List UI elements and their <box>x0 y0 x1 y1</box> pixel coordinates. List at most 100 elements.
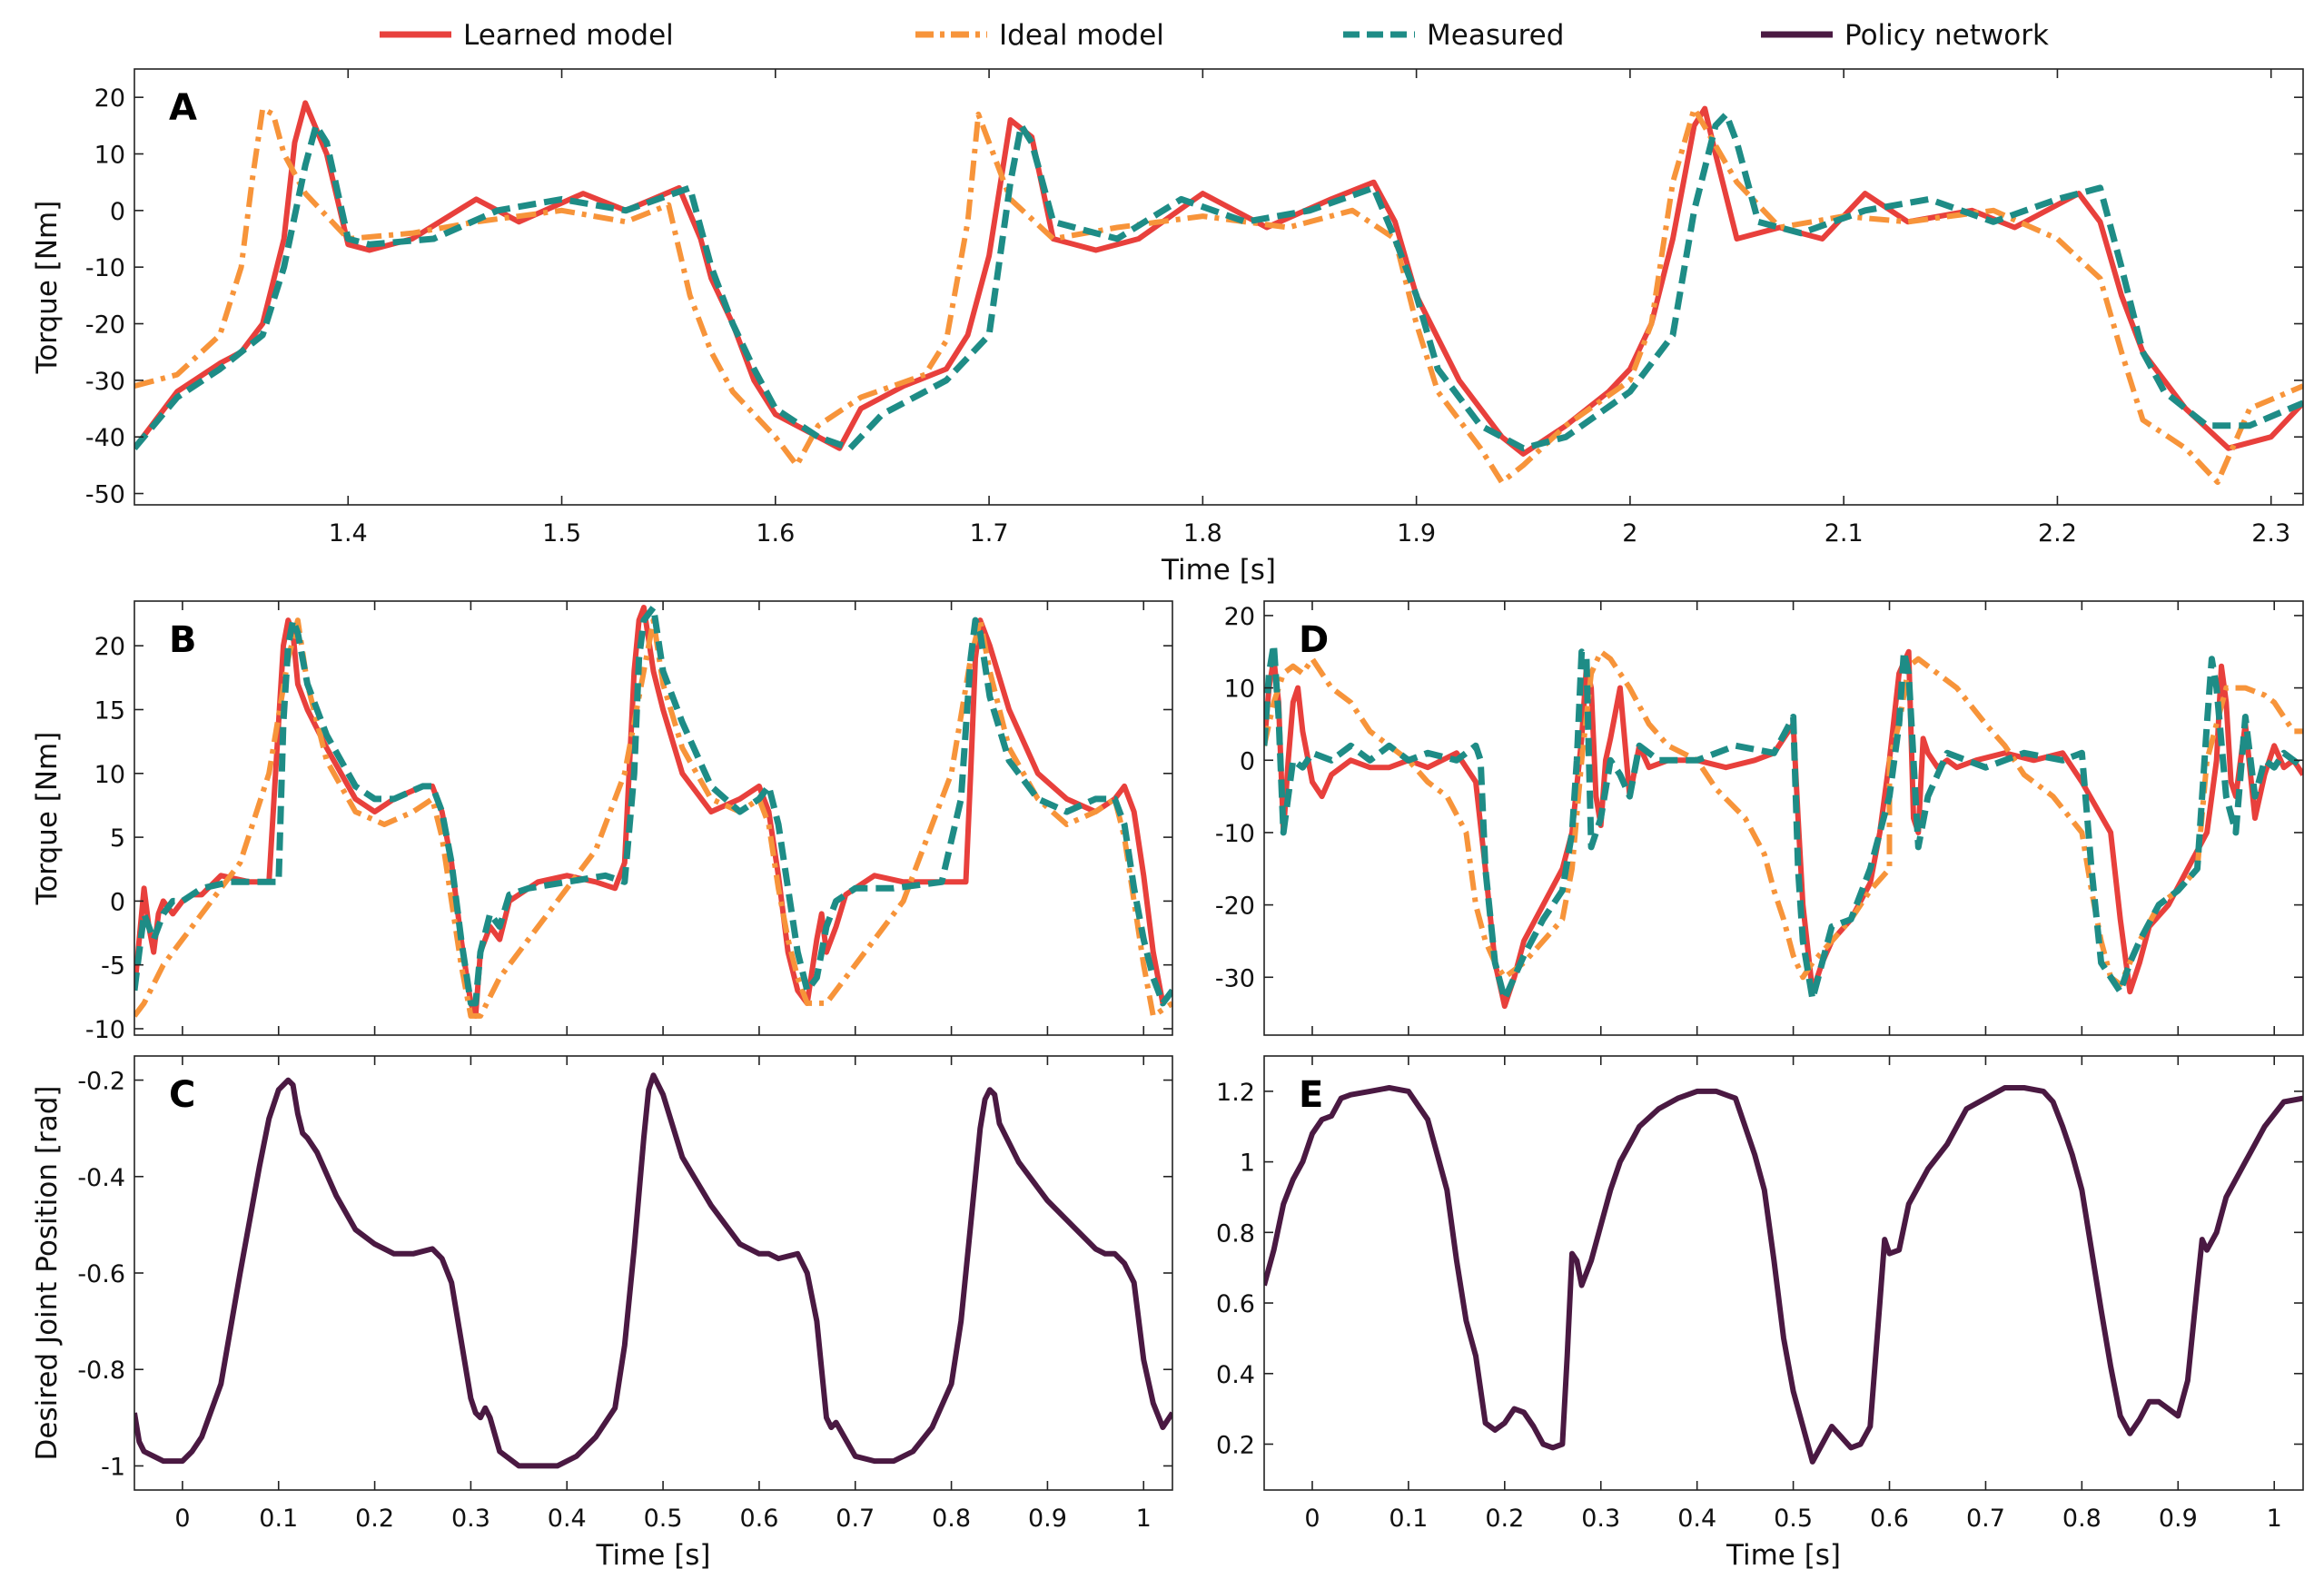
y-tick-label: 0 <box>110 198 125 226</box>
x-tick-label: 2.2 <box>2038 519 2077 548</box>
x-tick-label: 0.1 <box>259 1505 298 1533</box>
y-tick-label: 1.2 <box>1216 1079 1255 1107</box>
series-line-learned-model <box>1264 648 2303 1010</box>
y-tick-label: -20 <box>85 311 125 340</box>
plot-frame <box>1263 1055 2304 1491</box>
series-group <box>134 1072 1172 1469</box>
y-tick-label: -30 <box>1215 964 1255 992</box>
legend-entry-policy-network: Policy network <box>1761 19 2049 52</box>
x-tick-label: 0.3 <box>451 1505 490 1533</box>
y-axis-label: Torque [Nm] <box>31 732 64 906</box>
x-tick-label: 1.6 <box>756 519 795 548</box>
legend-label-ideal-model: Ideal model <box>999 19 1164 52</box>
x-tick-label: 0.4 <box>1677 1505 1716 1533</box>
series-line-ideal-model <box>134 617 1172 1019</box>
x-tick-label: 0.5 <box>644 1505 683 1533</box>
panel-letter: A <box>169 87 197 129</box>
panel-e: 0 0.1 0.2 0.3 0.4 0.5 0.6 0.7 0.8 0.9 1 0.2 0.4 0.6 0.… <box>1216 1055 2304 1572</box>
x-tick-label: 0.2 <box>355 1505 394 1533</box>
y-tick-label: 0.8 <box>1216 1219 1255 1248</box>
y-tick-label: -0.6 <box>77 1260 125 1288</box>
y-tick-label: 10 <box>94 761 125 789</box>
plot-frame <box>134 68 2304 506</box>
x-tick-label: 0.3 <box>1581 1505 1620 1533</box>
panel-letter: E <box>1299 1074 1323 1116</box>
series-line-measured <box>1264 641 2303 1002</box>
y-tick-label: 0.2 <box>1216 1431 1255 1459</box>
x-tick-label: 1.7 <box>970 519 1009 548</box>
x-tick-label: 2 <box>1622 519 1637 548</box>
panel-d: -30 -20 -10 0 10 20 D <box>1215 600 2304 1036</box>
y-tick-label: -5 <box>101 952 125 981</box>
x-tick-label: 0.5 <box>1774 1505 1813 1533</box>
y-tick-label: 10 <box>1224 676 1255 704</box>
x-tick-label: 0.9 <box>1028 1505 1067 1533</box>
y-tick-label: 10 <box>94 142 125 170</box>
panel-letter: C <box>169 1074 195 1116</box>
panel-letter: B <box>169 619 197 661</box>
series-group <box>134 100 2303 486</box>
series-line-ideal-model <box>1264 648 2303 988</box>
x-tick-label: 0.4 <box>548 1505 587 1533</box>
y-tick-label: 1 <box>1240 1150 1255 1178</box>
y-tick-label: 0.4 <box>1216 1361 1255 1389</box>
y-axis-label: Desired Joint Position [rad] <box>31 1086 64 1461</box>
series-line-ideal-model <box>134 105 2303 486</box>
y-tick-label: 20 <box>94 84 125 113</box>
x-tick-label: 0.6 <box>739 1505 778 1533</box>
y-tick-label: -20 <box>1215 893 1255 921</box>
x-tick-label: 0.9 <box>2159 1505 2198 1533</box>
y-tick-label: -0.2 <box>77 1068 125 1096</box>
y-tick-label: 0 <box>1240 747 1255 775</box>
x-axis-label: Time [s] <box>595 1539 710 1572</box>
series-line-policy-network <box>1264 1085 2303 1465</box>
x-tick-label: 0.8 <box>2062 1505 2101 1533</box>
x-tick-label: 1 <box>1136 1505 1152 1533</box>
x-tick-label: 1 <box>2267 1505 2282 1533</box>
legend-entry-ideal-model: Ideal model <box>915 19 1164 52</box>
y-tick-label: 20 <box>1224 603 1255 631</box>
y-tick-label: -40 <box>85 424 125 452</box>
x-tick-label: 0.7 <box>1966 1505 2005 1533</box>
x-tick-label: 2.1 <box>1825 519 1864 548</box>
x-tick-label: 0.1 <box>1389 1505 1428 1533</box>
x-tick-label: 1.5 <box>542 519 581 548</box>
series-group <box>1264 641 2303 1010</box>
x-axis-label: Time [s] <box>1726 1539 1841 1572</box>
x-tick-label: 1.4 <box>329 519 368 548</box>
x-tick-label: 0.6 <box>1870 1505 1909 1533</box>
y-tick-label: -50 <box>85 481 125 509</box>
panels: 1.4 1.5 1.6 1.7 1.8 1.9 2 2.1 2.2 2.3-50-40-30-20… <box>31 68 2304 1572</box>
x-tick-label: 1.9 <box>1397 519 1436 548</box>
x-tick-label: 2.3 <box>2251 519 2290 548</box>
y-tick-label: 15 <box>94 697 125 725</box>
series-line-learned-model <box>134 100 2303 457</box>
series-line-measured <box>134 111 2303 452</box>
plot-frame <box>1263 600 2304 1036</box>
y-tick-label: -10 <box>85 254 125 282</box>
y-axis-label: Torque [Nm] <box>31 201 64 375</box>
legend-label-learned-model: Learned model <box>463 19 674 52</box>
x-tick-label: 0.2 <box>1485 1505 1524 1533</box>
x-tick-label: 0 <box>1304 1505 1320 1533</box>
legend: Learned model Ideal model Measured Policy n… <box>380 19 2049 52</box>
series-line-measured <box>134 604 1172 1007</box>
legend-entry-learned-model: Learned model <box>380 19 674 52</box>
x-tick-label: 0.7 <box>836 1505 875 1533</box>
x-tick-label: 0 <box>174 1505 190 1533</box>
y-tick-label: -10 <box>1215 820 1255 848</box>
plot-frame <box>134 1055 1173 1491</box>
legend-label-policy-network: Policy network <box>1844 19 2049 52</box>
y-tick-label: 5 <box>110 824 125 853</box>
plot-frame <box>134 600 1173 1036</box>
x-tick-label: 0.8 <box>932 1505 971 1533</box>
legend-entry-measured: Measured <box>1343 19 1564 52</box>
y-tick-label: 20 <box>94 633 125 661</box>
y-tick-label: -30 <box>85 368 125 396</box>
panel-a: 1.4 1.5 1.6 1.7 1.8 1.9 2 2.1 2.2 2.3 -50 -40 -30 -20… <box>31 68 2304 587</box>
series-line-policy-network <box>134 1072 1172 1469</box>
y-tick-label: 0 <box>110 888 125 916</box>
x-axis-label: Time [s] <box>1161 554 1276 587</box>
y-tick-label: -0.4 <box>77 1164 125 1192</box>
